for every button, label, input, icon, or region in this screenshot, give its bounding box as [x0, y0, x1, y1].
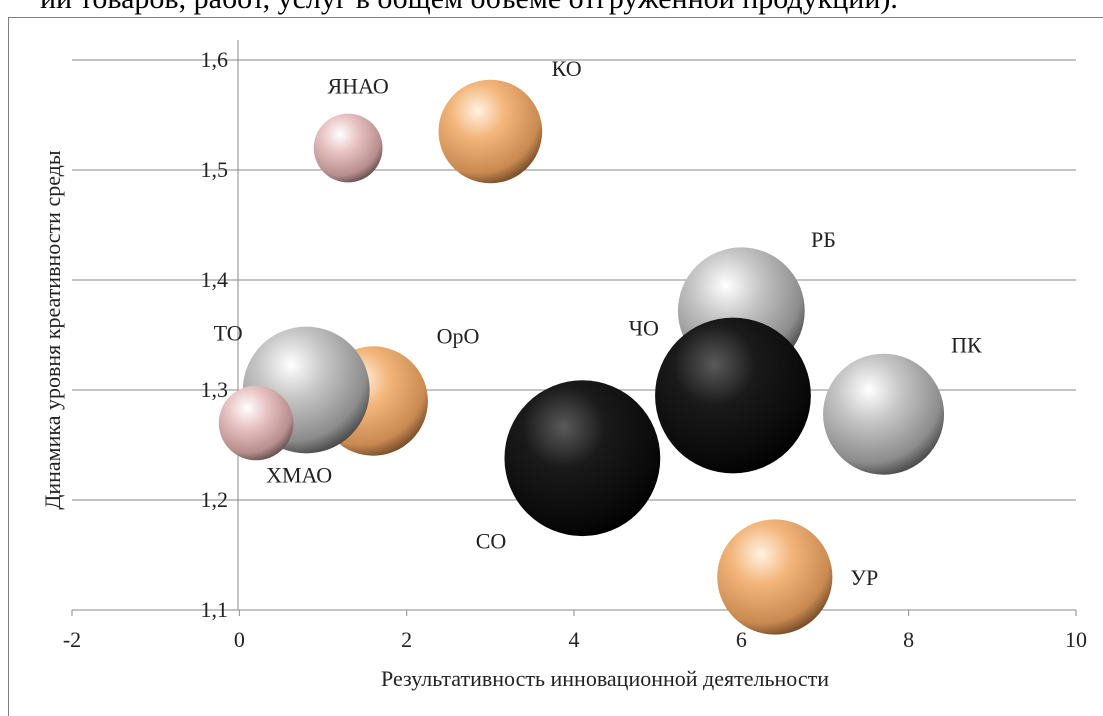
- bubble-label-УР: УР: [850, 565, 878, 590]
- caption-fragment: ии товаров, работ, услуг в общем объеме …: [40, 0, 898, 14]
- bubble-ЧО: [655, 317, 811, 474]
- axes: [71, 40, 1077, 616]
- bubble-СО: [504, 380, 661, 537]
- x-tick-label: -2: [63, 627, 81, 652]
- bubbles: [218, 79, 945, 635]
- x-tick-label: 0: [234, 627, 245, 652]
- bubble-labels: ЯНАО КО РБ ПК ОрО ТО ХМАО ЧО СО УР: [214, 56, 982, 590]
- bubble-ПК: [823, 353, 945, 475]
- bubble-label-ХМАО: ХМАО: [266, 462, 332, 487]
- bubble-ХМАО: [218, 385, 294, 461]
- y-tick-label: 1,3: [201, 377, 229, 402]
- bubble-label-ЯНАО: ЯНАО: [327, 74, 388, 99]
- bubble-КО: [438, 79, 543, 184]
- y-axis-title: Динамика уровня креативности среды: [40, 150, 65, 510]
- x-tick-label: 2: [401, 627, 412, 652]
- bubble-label-ОрО: ОрО: [437, 324, 480, 349]
- bubble-label-ТО: ТО: [214, 320, 243, 345]
- bubble-label-ПК: ПК: [951, 333, 982, 358]
- y-tick-label: 1,5: [201, 157, 229, 182]
- x-tick-label: 4: [569, 627, 580, 652]
- bubble-ЯНАО: [313, 113, 383, 183]
- x-tick-label: 6: [736, 627, 747, 652]
- y-tick-label: 1,6: [201, 47, 229, 72]
- x-tick-label: 8: [903, 627, 914, 652]
- bubble-label-ЧО: ЧО: [629, 315, 659, 340]
- y-tick-label: 1,1: [201, 597, 229, 622]
- chart-frame: [8, 17, 1103, 716]
- y-tick-label: 1,2: [201, 487, 229, 512]
- x-tick-label: 10: [1065, 627, 1087, 652]
- bubble-label-РБ: РБ: [811, 227, 836, 252]
- y-tick-label: 1,4: [201, 267, 229, 292]
- bubble-label-КО: КО: [552, 56, 582, 81]
- bubble-УР: [717, 519, 833, 635]
- x-axis-title: Результативность инновационной деятельно…: [381, 666, 829, 691]
- tick-labels: 1,1 1,2 1,3 1,4 1,5 1,6 -2 0 2 4 6 8 10: [63, 47, 1087, 652]
- bubble-label-СО: СО: [476, 528, 507, 553]
